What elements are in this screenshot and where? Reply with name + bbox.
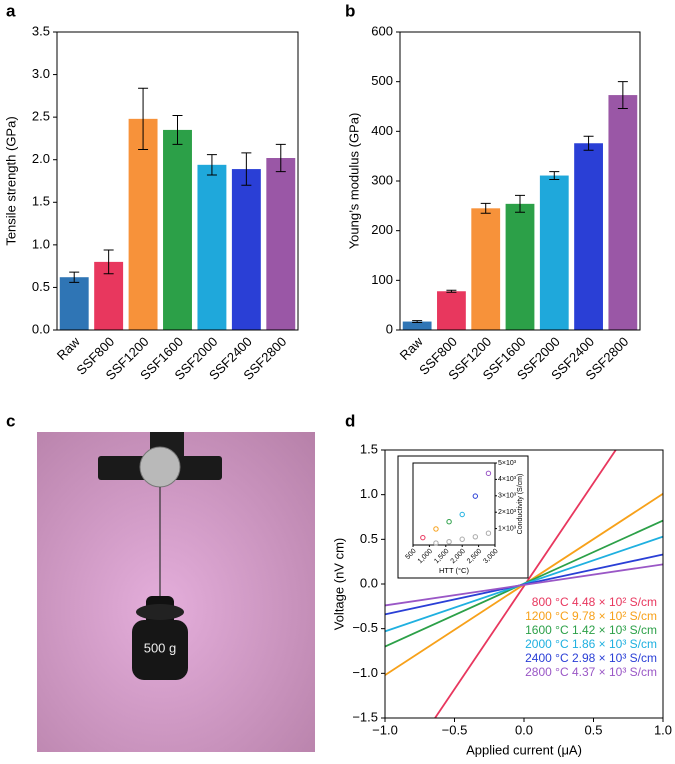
panel-letter: b (345, 1, 355, 20)
y-tick-label: 0.0 (360, 575, 378, 590)
legend-label: 2400 °C 2.98 × 10³ S/cm (525, 651, 657, 665)
y-tick-label: 400 (371, 123, 393, 138)
inset-y-tick-label: 4×10³ (498, 476, 517, 483)
error-bar (206, 154, 217, 176)
y-tick-label: 1.0 (32, 236, 50, 251)
bar (574, 143, 603, 330)
bar (608, 95, 638, 331)
legend-label: 1200 °C 9.78 × 10² S/cm (525, 609, 657, 623)
bar (163, 129, 192, 330)
bar (471, 208, 501, 330)
inset-y-tick-label: 5×10³ (498, 460, 517, 467)
error-bar (549, 171, 560, 181)
y-tick-label: 600 (371, 23, 393, 38)
legend-label: 1600 °C 1.42 × 10³ S/cm (525, 623, 657, 637)
point (459, 536, 465, 542)
error-bar (617, 81, 628, 109)
point (485, 470, 492, 477)
inset-y-tick-label: 1×10³ (498, 525, 517, 532)
x-tick-label: 1.0 (654, 722, 672, 737)
point (433, 526, 439, 532)
weight-label: 500 g (144, 640, 177, 655)
y-tick-label: 2.0 (32, 151, 50, 166)
clamp-disc (139, 446, 181, 488)
y-tick-label: 1.0 (360, 486, 378, 501)
x-tick-label: −1.0 (372, 722, 398, 737)
inset-background (397, 455, 529, 579)
inset-y-axis-label: Conductivity (S/cm) (517, 474, 524, 535)
series-line (384, 563, 664, 607)
y-tick-label: 100 (371, 272, 393, 287)
point (472, 534, 479, 540)
photo-background (37, 432, 315, 752)
inset-frame (412, 462, 496, 546)
bar (128, 118, 158, 331)
y-tick-label: 3.5 (32, 23, 50, 38)
error-bar (241, 152, 252, 186)
y-tick-label: −1.0 (352, 665, 378, 680)
y-tick-label: 300 (371, 172, 393, 187)
y-axis-label: Young’s modulus (GPa) (346, 113, 361, 250)
bar (539, 175, 569, 330)
y-tick-label: 0.5 (360, 531, 378, 546)
inset-y-tick-label: 2×10³ (498, 509, 517, 516)
y-tick-label: −0.5 (352, 620, 378, 635)
y-tick-label: 3.0 (32, 66, 50, 81)
y-tick-label: 1.5 (360, 441, 378, 456)
error-bar (412, 320, 423, 324)
point (485, 530, 492, 536)
point (433, 540, 439, 546)
y-tick-label: 0.5 (32, 279, 50, 294)
x-axis-label: Applied current (μA) (466, 742, 582, 757)
bar (231, 169, 261, 330)
weight-body (132, 620, 188, 680)
point (446, 519, 452, 525)
panel-letter: c (6, 411, 15, 430)
x-tick-label: Raw (397, 334, 426, 363)
inset-x-axis-label: HTT (°C) (439, 566, 469, 575)
legend-label: 800 °C 4.48 × 10² S/cm (532, 595, 657, 609)
error-bar (515, 194, 525, 213)
y-tick-label: 2.5 (32, 109, 50, 124)
bar (402, 321, 432, 330)
point (420, 534, 426, 541)
y-tick-label: 0.0 (32, 321, 50, 336)
error-bar (172, 114, 183, 145)
y-tick-label: 500 (371, 73, 393, 88)
bar (59, 277, 89, 330)
panel-letter: d (345, 411, 355, 430)
y-axis-label: Voltage (nV cm) (331, 538, 346, 631)
y-tick-label: 1.5 (32, 194, 50, 209)
bar (266, 158, 296, 330)
y-tick-label: −1.5 (352, 709, 378, 724)
error-bar (69, 271, 80, 283)
inset-y-tick-label: 3×10³ (498, 493, 517, 500)
bar (437, 291, 466, 330)
error-bar (446, 289, 457, 293)
x-tick-label: Raw (54, 334, 83, 363)
legend-label: 2000 °C 1.86 × 10³ S/cm (525, 637, 657, 651)
x-tick-label: 0.5 (584, 722, 602, 737)
y-tick-label: 0 (386, 321, 393, 336)
panel-letter: a (6, 1, 16, 20)
error-bar (583, 135, 594, 151)
bar (505, 203, 535, 330)
error-bar (275, 143, 286, 173)
y-tick-label: 200 (371, 222, 393, 237)
weight-neck (136, 604, 184, 620)
legend-label: 2800 °C 4.37 × 10³ S/cm (525, 665, 657, 679)
plot-frame (56, 31, 299, 331)
error-bar (480, 202, 491, 214)
bar (197, 164, 227, 330)
y-axis-label: Tensile strength (GPa) (3, 116, 18, 245)
point (459, 511, 465, 518)
point (446, 539, 452, 545)
error-bar (103, 249, 114, 275)
x-tick-label: −0.5 (442, 722, 468, 737)
x-tick-label: 0.0 (515, 722, 533, 737)
error-bar (138, 87, 149, 150)
point (472, 493, 479, 499)
